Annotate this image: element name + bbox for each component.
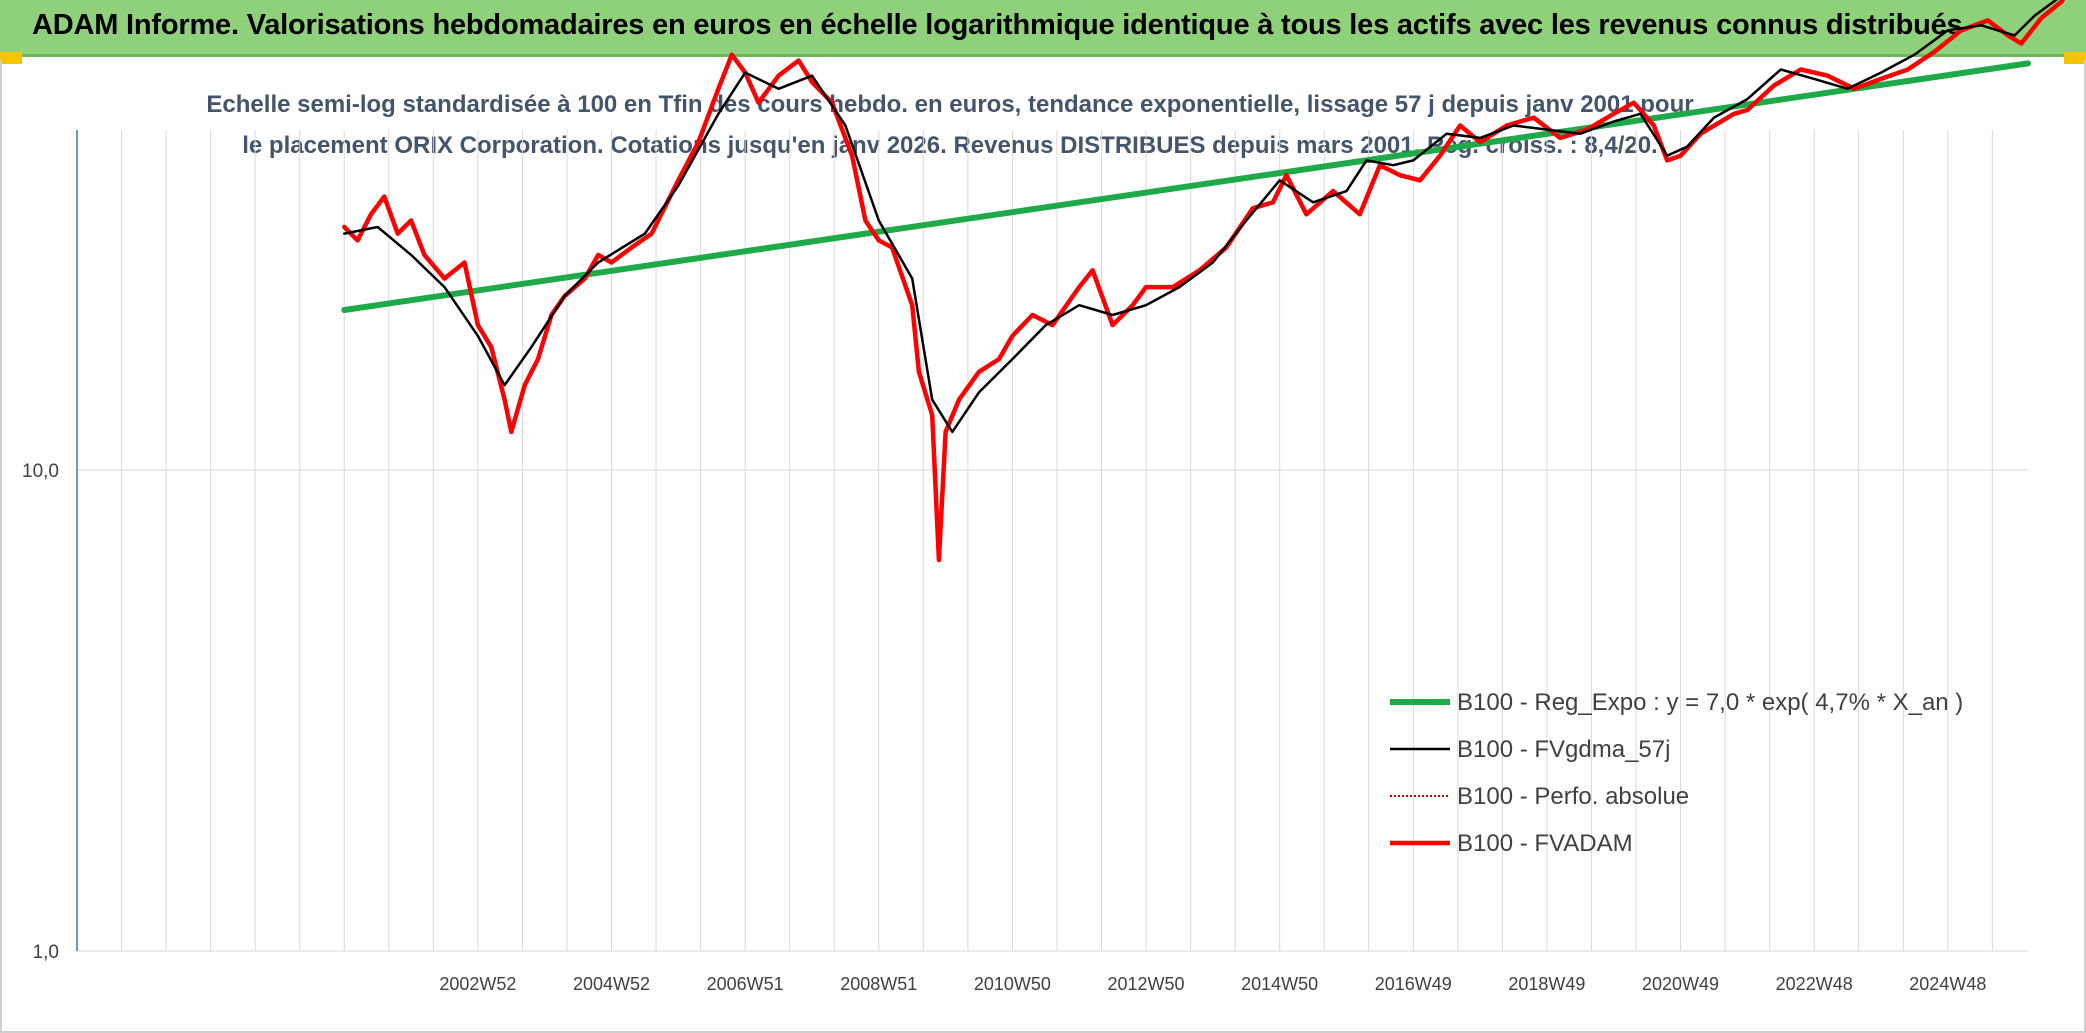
banner-title: ADAM Informe. Valorisations hebdomadaire… (32, 9, 1963, 41)
banner: ADAM Informe. Valorisations hebdomadaire… (0, 0, 2086, 57)
x-tick-label: 2016W49 (1375, 974, 1452, 994)
series-line-fvadam (342, 0, 2066, 563)
x-tick-label: 2014W50 (1241, 974, 1318, 994)
legend-label-fvadam: B100 - FVADAM (1457, 830, 1633, 857)
corner-marker-right (2064, 52, 2086, 64)
corner-marker-left (0, 52, 22, 64)
x-tick-label: 2002W52 (439, 974, 516, 994)
y-tick-label: 10,0 (22, 461, 59, 482)
x-tick-label: 2006W51 (707, 974, 784, 994)
x-tick-label: 2022W48 (1776, 974, 1853, 994)
legend-label-trend: B100 - Reg_Expo : y = 7,0 * exp( 4,7% * … (1457, 689, 1963, 716)
x-tick-label: 2008W51 (840, 974, 917, 994)
x-tick-label: 2024W48 (1909, 974, 1986, 994)
x-tick-label: 2010W50 (974, 974, 1051, 994)
x-tick-label: 2004W52 (573, 974, 650, 994)
series-line-trend (341, 60, 2031, 313)
legend-label-perfo: B100 - Perfo. absolue (1457, 783, 1689, 810)
y-tick-label: 100,0 (11, 0, 59, 1)
chart-frame (0, 60, 2086, 1033)
y-tick-label: 1,0 (33, 942, 59, 963)
x-tick-label: 2018W49 (1508, 974, 1585, 994)
series-line-smooth (343, 0, 2058, 434)
legend-label-smooth: B100 - FVgdma_57j (1457, 736, 1670, 763)
x-tick-label: 2012W50 (1108, 974, 1185, 994)
x-tick-label: 2020W49 (1642, 974, 1719, 994)
